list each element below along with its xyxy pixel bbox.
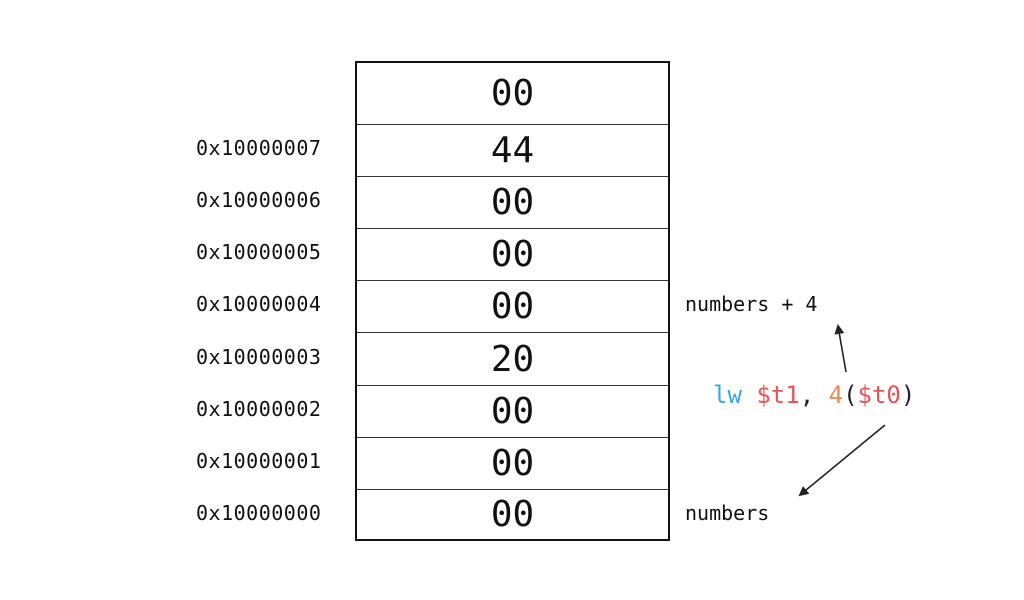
- instruction-close-paren: ): [900, 381, 916, 409]
- arrow-to-numbers-plus-4: [834, 324, 847, 373]
- instruction-dest-register: $t1: [756, 381, 800, 409]
- memory-cell-0x10000004: 00: [357, 280, 668, 332]
- memory-table: 00 44 00 00 00 20 00 00 00: [355, 61, 670, 541]
- memory-cell-0x10000005: 00: [357, 228, 668, 280]
- address-label-0x10000000: 0x10000000: [196, 501, 322, 525]
- annotation-numbers: numbers: [685, 501, 770, 525]
- memory-cell-0x10000002: 00: [357, 385, 668, 437]
- memory-cell-0x10000006: 00: [357, 176, 668, 228]
- address-label-0x10000002: 0x10000002: [196, 397, 322, 421]
- memory-cell-0x10000007: 44: [357, 124, 668, 176]
- address-label-0x10000001: 0x10000001: [196, 449, 322, 473]
- instruction-comma: ,: [799, 381, 815, 409]
- instruction-base-register: $t0: [857, 381, 901, 409]
- annotation-numbers-plus-4: numbers + 4: [685, 292, 818, 316]
- arrow-to-numbers: [798, 424, 886, 497]
- instruction-open-paren: (: [843, 381, 858, 409]
- memory-cell-0x10000001: 00: [357, 437, 668, 489]
- instruction-lw: lw $t1, 4($t0): [713, 381, 915, 409]
- address-label-0x10000003: 0x10000003: [196, 345, 322, 369]
- address-label-0x10000006: 0x10000006: [196, 188, 322, 212]
- address-label-0x10000005: 0x10000005: [196, 240, 322, 264]
- memory-cell-0x10000000: 00: [357, 489, 668, 539]
- address-label-0x10000007: 0x10000007: [196, 136, 322, 160]
- memory-cell-top: 00: [490, 73, 535, 114]
- instruction-opcode: lw: [713, 381, 742, 409]
- memory-cell-0x10000003: 20: [357, 332, 668, 385]
- address-label-0x10000004: 0x10000004: [196, 292, 322, 316]
- instruction-offset: 4: [828, 381, 844, 409]
